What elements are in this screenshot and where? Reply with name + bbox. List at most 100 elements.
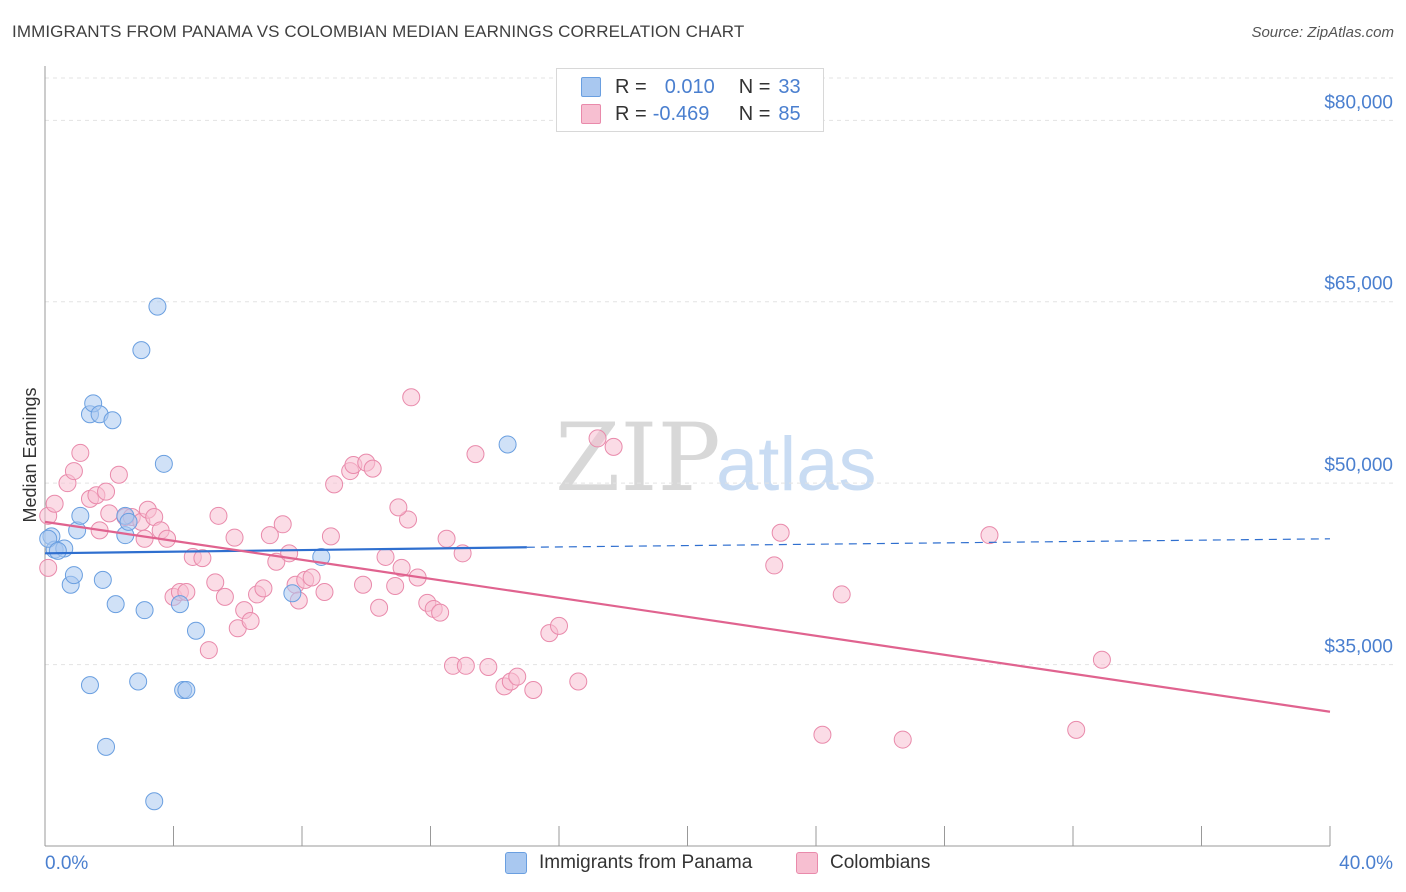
- colombians-point: [386, 576, 405, 595]
- colombians-point: [39, 558, 58, 577]
- colombians-point: [604, 437, 623, 456]
- colombians-point: [832, 585, 851, 604]
- panama-points: [39, 297, 517, 811]
- legend-item-colombians: Colombians: [796, 852, 930, 874]
- legend-label-panama: Immigrants from Panama: [539, 852, 753, 873]
- colombians-point: [209, 506, 228, 525]
- panama-point: [103, 411, 122, 430]
- panama-point: [135, 601, 154, 620]
- colombians-point: [569, 672, 588, 691]
- legend-r-value-colombians: -0.469: [652, 102, 710, 125]
- panama-point: [498, 435, 517, 454]
- colombians-point: [71, 443, 90, 462]
- panama-point: [64, 566, 83, 585]
- colombians-point: [363, 459, 382, 478]
- colombians-point: [100, 504, 119, 523]
- y-tick-label: $80,000: [1324, 92, 1393, 113]
- colombians-point: [508, 667, 527, 686]
- panama-point: [106, 595, 125, 614]
- colombians-point: [354, 575, 373, 594]
- legend-swatch-colombians: [581, 104, 601, 124]
- axes: [44, 66, 1331, 847]
- legend-r-value-panama: 0.010: [664, 75, 715, 98]
- colombians-point: [302, 568, 321, 587]
- trend-lines: [44, 520, 1331, 713]
- watermark-atlas: atlas: [716, 422, 877, 507]
- colombians-point: [765, 556, 784, 575]
- colombians-point: [431, 603, 450, 622]
- x-tick-labels: 0.0% 40.0%: [45, 853, 1393, 874]
- colombians-point: [588, 429, 607, 448]
- panama-point: [129, 672, 148, 691]
- panama-point: [80, 676, 99, 695]
- gridlines: [45, 77, 1393, 666]
- legend-swatch-colombians: [796, 852, 818, 874]
- panama-point: [132, 341, 151, 360]
- watermark-zip: ZIP: [555, 404, 721, 513]
- colombians-point: [254, 579, 273, 598]
- panama-point: [97, 737, 116, 756]
- legend-n-value-panama: 33: [778, 75, 801, 98]
- legend-row-colombians: R = -0.469 N = 85: [581, 101, 801, 127]
- panama-point: [283, 584, 302, 603]
- colombians-point: [980, 526, 999, 545]
- colombians-point: [402, 388, 421, 407]
- panama-point: [186, 621, 205, 640]
- panama-point: [93, 570, 112, 589]
- legend-n-label: N =: [738, 75, 771, 98]
- colombians-point: [260, 526, 279, 545]
- colombians-point: [550, 616, 568, 635]
- panama-point: [48, 541, 67, 560]
- colombians-point: [771, 523, 790, 542]
- colombians-point: [893, 730, 912, 749]
- colombians-point: [399, 510, 418, 529]
- colombians-point: [370, 598, 389, 617]
- colombians-trend-line: [44, 520, 1331, 713]
- colombians-points: [39, 388, 1111, 749]
- colombians-point: [45, 494, 64, 513]
- colombians-point: [456, 656, 475, 675]
- panama-point: [119, 512, 138, 531]
- colombians-point: [813, 725, 832, 744]
- legend-r-label: R =: [615, 75, 647, 98]
- panama-point: [170, 595, 189, 614]
- panama-point: [39, 529, 58, 548]
- legend-swatch-panama: [505, 852, 527, 874]
- x-tick-label-min: 0.0%: [45, 853, 88, 874]
- legend-r-label: R =: [615, 102, 647, 125]
- panama-point: [177, 680, 196, 699]
- legend-item-panama: Immigrants from Panama: [505, 852, 752, 874]
- colombians-point: [437, 529, 456, 548]
- chart-title: IMMIGRANTS FROM PANAMA VS COLOMBIAN MEDI…: [12, 22, 745, 41]
- x-tick-label-max: 40.0%: [1339, 853, 1393, 874]
- y-tick-label: $35,000: [1324, 637, 1393, 658]
- correlation-legend: R = 0.010 N = 33 R = -0.469 N = 85: [556, 68, 824, 132]
- y-tick-labels: $35,000 $50,000 $65,000 $80,000: [1324, 92, 1393, 657]
- colombians-point: [97, 482, 116, 501]
- colombians-point: [109, 465, 128, 484]
- legend-n-value-colombians: 85: [778, 102, 801, 125]
- panama-point: [71, 506, 90, 525]
- colombians-point: [392, 558, 411, 577]
- colombians-point: [135, 529, 154, 548]
- y-tick-label: $50,000: [1324, 455, 1393, 476]
- colombians-point: [524, 680, 543, 699]
- colombians-point: [193, 549, 212, 568]
- colombians-point: [389, 498, 408, 517]
- panama-trend-line: [44, 546, 527, 555]
- colombians-point: [315, 583, 334, 602]
- source-label: Source: ZipAtlas.com: [1251, 24, 1394, 41]
- legend-label-colombians: Colombians: [830, 852, 931, 873]
- colombians-point: [199, 641, 218, 660]
- panama-point: [148, 297, 167, 316]
- y-axis-label: Median Earnings: [20, 387, 40, 522]
- colombians-point: [1092, 650, 1111, 669]
- colombians-point: [64, 462, 83, 481]
- y-tick-label: $65,000: [1324, 274, 1393, 295]
- colombians-point: [273, 515, 292, 534]
- colombians-point: [206, 573, 225, 592]
- colombians-point: [215, 587, 234, 606]
- panama-trend-line-extension: [526, 538, 1331, 548]
- colombians-point: [376, 547, 395, 566]
